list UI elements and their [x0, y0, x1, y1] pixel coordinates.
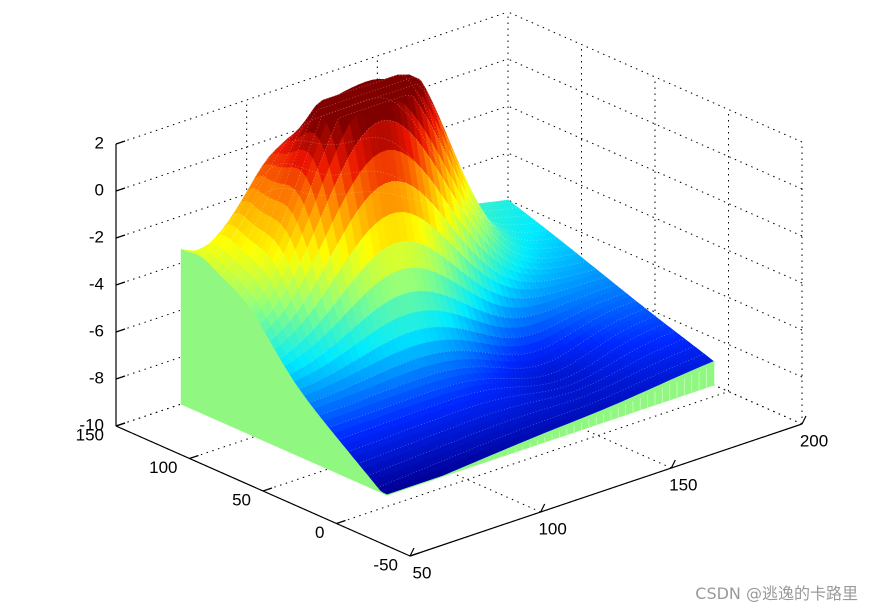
grid-line [507, 11, 803, 143]
y-tick [409, 552, 420, 557]
z-tick-label: -6 [89, 321, 104, 340]
x-tick [801, 415, 807, 425]
x-tick [540, 503, 546, 513]
y-tick-label: -50 [373, 555, 398, 574]
z-tick [115, 328, 126, 333]
z-tick [115, 234, 126, 239]
z-tick-label: -10 [79, 415, 104, 434]
surface-front-wall [386, 360, 715, 496]
x-tick-label: 50 [413, 563, 432, 582]
x-tick-label: 100 [538, 519, 566, 538]
grid-line [507, 105, 803, 237]
y-tick [189, 454, 199, 460]
z-tick-label: -4 [89, 274, 104, 293]
y-tick-label: 50 [232, 490, 251, 509]
z-tick [115, 375, 126, 380]
axes [115, 140, 807, 557]
x-tick [409, 547, 415, 557]
y-tick-label: 100 [149, 458, 177, 477]
x-axis-line [409, 423, 803, 557]
y-tick-label: 150 [76, 425, 104, 444]
y-tick [262, 487, 273, 492]
z-tick [115, 422, 126, 427]
z-tick [115, 187, 126, 192]
y-tick-label: 0 [315, 523, 324, 542]
z-tick-label: -2 [89, 227, 104, 246]
front-wall-texture [434, 368, 707, 484]
surface-mesh [181, 74, 715, 496]
surface [180, 74, 715, 496]
y-tick [336, 519, 346, 525]
x-tick-label: 150 [669, 475, 697, 494]
z-tick-label: -8 [89, 368, 104, 387]
watermark: CSDN @逃逸的卡路里 [695, 584, 858, 603]
z-tick [115, 140, 126, 145]
x-tick-label: 200 [800, 431, 828, 450]
z-tick [115, 281, 126, 286]
z-tick-label: 2 [95, 133, 104, 152]
z-tick-label: 0 [95, 180, 104, 199]
surface-left-wall [180, 248, 388, 496]
x-tick [670, 459, 676, 469]
